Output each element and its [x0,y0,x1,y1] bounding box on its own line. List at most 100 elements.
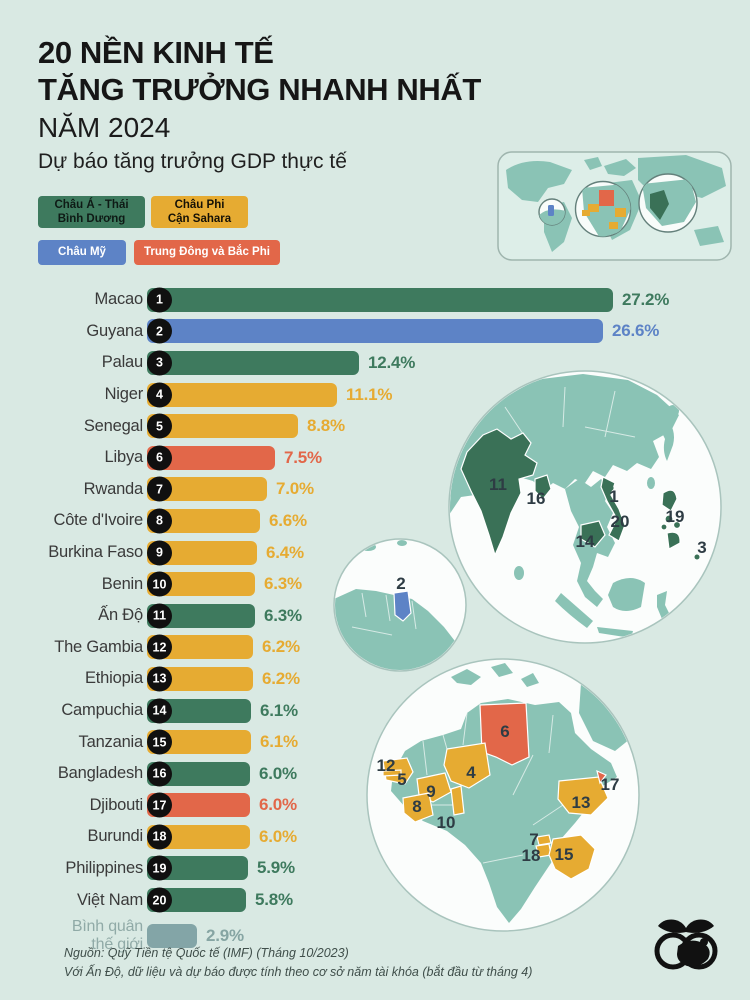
country-label: Djibouti [89,795,144,814]
bar-value: 6.2% [262,637,300,657]
bar [147,414,298,439]
legend-africa-sub-sahara: Châu Phi Cận Sahara [151,196,248,228]
guyana-shape [393,590,412,622]
cambodia-shape [580,520,606,548]
rwanda-shape [536,834,552,846]
bar-row: Benin 10 6.3% [0,568,750,600]
bar-value: 6.2% [262,668,300,688]
bar-row: Macao 1 27.2% [0,284,750,316]
bar-value: 6.0% [259,763,297,783]
page-title: 20 NỀN KINH TẾ TĂNG TRƯỞNG NHANH NHẤT [38,34,481,108]
bar-value: 7.0% [276,479,314,499]
country-label: Guyana [86,321,143,340]
map-marker: 3 [697,538,706,557]
bar-zone: 8 6.6% [147,505,750,537]
bar-zone: 12 6.2% [147,632,750,664]
bar-row: Libya 6 7.5% [0,442,750,474]
bar-row: Bangladesh 16 6.0% [0,758,750,790]
country-label: Rwanda [83,479,144,498]
rank-badge: 14 [147,698,172,724]
rank-badge: 5 [147,413,172,439]
bar-zone: 18 6.0% [147,821,750,853]
bar-row: Tanzania 15 6.1% [0,726,750,758]
bar-value: 6.1% [260,700,298,720]
rank-badge: 6 [147,445,172,471]
mini-americas-circle [538,198,566,226]
bar-row: Ấn Độ 11 6.3% [0,600,750,632]
bar-chart: Macao 1 27.2% Guyana 2 26.6% Palau 3 12.4% Niger 4… [0,284,750,956]
rank-badge: 15 [147,729,172,755]
bar-value: 6.1% [260,732,298,752]
india-shape [460,428,538,557]
bar-zone: 16 6.0% [147,758,750,790]
palau-dot [694,554,700,560]
country-label: Philippines [65,858,143,877]
rank-badge: 1 [147,287,172,313]
rank-badge: 2 [147,318,172,344]
map-marker: 4 [466,763,476,782]
bar-row: Philippines 19 5.9% [0,853,750,885]
map-marker: 16 [527,489,546,508]
gambia-shape [382,769,402,777]
country-label: Campuchia [61,701,143,720]
bar-value: 6.0% [259,795,297,815]
bar-zone: 14 6.1% [147,695,750,727]
map-marker: 9 [426,782,435,801]
mini-africa-circle [574,180,632,238]
africa-map-markers: 6 4 12 5 9 8 10 17 13 7 18 15 [377,722,620,865]
bar-zone: 1 27.2% [147,284,750,316]
country-label: The Gambia [54,637,143,656]
bar-row: Senegal 5 8.8% [0,410,750,442]
country-label: Macao [94,290,143,309]
legend-asia-pacific: Châu Á - Thái Bình Dương [38,196,145,228]
title-line1: 20 NỀN KINH TẾ [38,35,274,70]
rank-badge: 19 [147,855,172,881]
page-subtitle: Dự báo tăng trưởng GDP thực tế [38,150,347,173]
country-label: Bình quân thế giới [71,918,143,953]
rank-badge: 8 [147,508,172,534]
country-label: Việt Nam [77,890,143,909]
publisher-logo [654,919,718,970]
legend-americas: Châu Mỹ [38,240,126,265]
bar-zone: 6 7.5% [147,442,750,474]
bar [147,287,613,312]
country-label: Bangladesh [57,764,143,783]
country-label: Burkina Faso [48,543,143,562]
map-marker: 14 [576,532,595,551]
rank-badge: 18 [147,824,172,850]
bar-value: 2.9% [206,925,244,945]
bar-row: Palau 3 12.4% [0,347,750,379]
country-label: Senegal [83,416,143,435]
bar-value: 6.3% [264,574,302,594]
rank-badge: 12 [147,634,172,660]
bar-row: The Gambia 12 6.2% [0,632,750,664]
world-average-row: Bình quân thế giới 2.9% [0,916,750,956]
vietnam-shape [600,476,626,542]
bar-zone: 2.9% [147,916,750,956]
macao-dot [608,485,614,491]
bar-value: 8.8% [307,416,345,436]
title-line2: TĂNG TRƯỞNG NHANH NHẤT [38,72,481,107]
bar-value: 11.1% [346,384,393,404]
bar-row: Djibouti 17 6.0% [0,790,750,822]
map-marker: 13 [572,793,591,812]
rank-badge: 4 [147,382,172,408]
map-marker: 1 [609,487,618,506]
mini-asia-circle [638,173,698,233]
bangladesh-shape [534,474,552,500]
map-marker: 8 [412,797,421,816]
bar-zone: 10 6.3% [147,568,750,600]
rank-badge: 11 [147,603,172,629]
map-marker: 10 [437,813,456,832]
country-label: Tanzania [78,732,144,751]
bar-row: Guyana 2 26.6% [0,316,750,348]
rank-badge: 7 [147,476,172,502]
rank-badge: 3 [147,350,172,376]
bar-value: 6.0% [259,826,297,846]
bar [147,319,603,344]
map-marker: 17 [601,775,620,794]
bar-zone: 2 26.6% [147,316,750,348]
country-label: Libya [104,448,144,467]
bar [147,382,337,407]
